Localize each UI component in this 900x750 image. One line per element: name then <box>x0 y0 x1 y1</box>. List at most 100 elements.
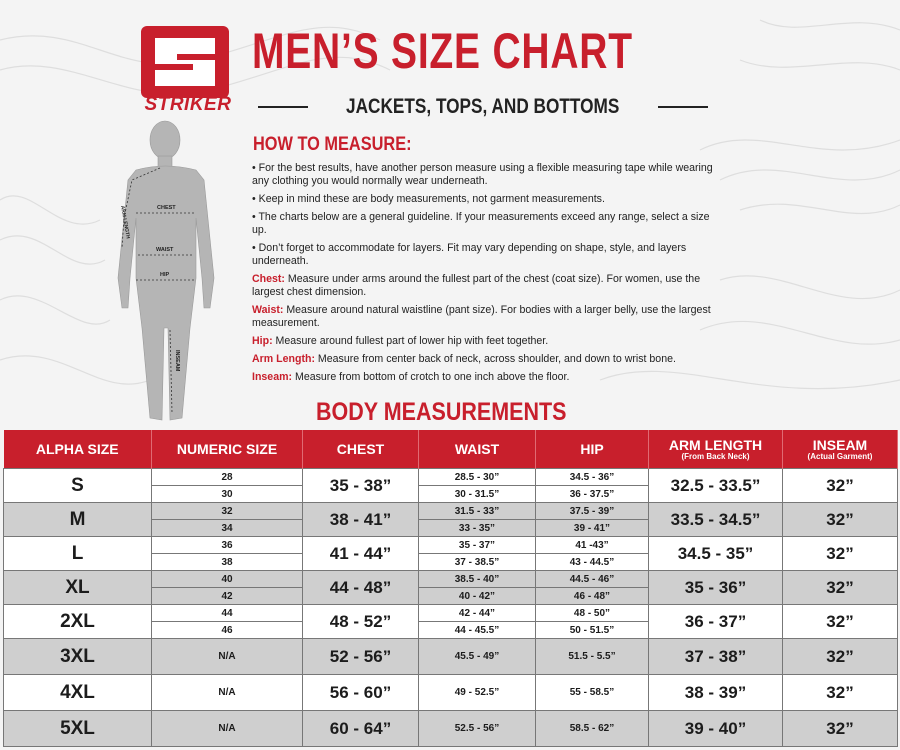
cell-alpha-size: S <box>3 468 152 503</box>
cell-chest: 52 - 56” <box>302 638 419 675</box>
table-row: S 28 35 - 38” 28.5 - 30” 34.5 - 36” 32.5… <box>3 468 898 503</box>
table-row: 46 44 - 45.5” 50 - 51.5” <box>4 621 898 639</box>
cell-numeric-size: N/A <box>151 638 303 675</box>
cell-inseam: 32” <box>782 674 898 711</box>
brand-name: STRIKER <box>144 94 232 115</box>
cell-alpha-size: XL <box>3 570 152 605</box>
cell-inseam: 32” <box>782 570 898 605</box>
header-inseam-sub: (Actual Garment) <box>807 451 873 461</box>
cell-chest: 41 - 44” <box>302 536 419 571</box>
cell-waist: 33 - 35” <box>418 519 536 537</box>
cell-numeric-size: 30 <box>151 485 303 503</box>
cell-alpha-size: L <box>3 536 152 571</box>
cell-numeric-size: 44 <box>151 604 303 622</box>
subtitle-rule-right <box>657 106 709 108</box>
cell-alpha-size: 3XL <box>3 638 152 675</box>
cell-arm-length: 37 - 38” <box>648 638 783 675</box>
definition-arm-length: Arm Length: Measure from center back of … <box>252 353 722 366</box>
cell-waist: 37 - 38.5” <box>418 553 536 571</box>
definition-label: Inseam: <box>252 371 293 383</box>
header-inseam-label: INSEAM <box>812 436 868 453</box>
definition-text: Measure around natural waistline (pant s… <box>252 304 711 329</box>
definition-label: Arm Length: <box>252 353 315 365</box>
cell-waist: 49 - 52.5” <box>418 674 536 711</box>
cell-hip: 44.5 - 46” <box>535 570 649 588</box>
table-row: 2XL 44 48 - 52” 42 - 44” 48 - 50” 36 - 3… <box>3 604 898 639</box>
table-row: 38 37 - 38.5” 43 - 44.5” <box>4 553 898 571</box>
cell-hip: 39 - 41” <box>535 519 649 537</box>
cell-numeric-size: 34 <box>151 519 303 537</box>
page-subtitle: JACKETS, TOPS, AND BOTTOMS <box>346 95 620 118</box>
cell-alpha-size: 4XL <box>3 674 152 711</box>
cell-numeric-size: 40 <box>151 570 303 588</box>
header-alpha-size: ALPHA SIZE <box>3 430 152 469</box>
cell-arm-length: 32.5 - 33.5” <box>648 468 783 503</box>
cell-hip: 36 - 37.5” <box>535 485 649 503</box>
subtitle-rule-left <box>258 106 309 108</box>
cell-arm-length: 33.5 - 34.5” <box>648 502 783 537</box>
cell-waist: 28.5 - 30” <box>418 468 536 486</box>
definition-chest: Chest: Measure under arms around the ful… <box>252 273 722 299</box>
definition-text: Measure from center back of neck, across… <box>314 353 676 365</box>
table-row: L 36 41 - 44” 35 - 37” 41 -43” 34.5 - 35… <box>3 536 898 571</box>
instruction-bullet: • Keep in mind these are body measuremen… <box>252 193 605 205</box>
size-chart-table: ALPHA SIZE NUMERIC SIZE CHEST WAIST HIP … <box>3 430 898 747</box>
cell-waist: 44 - 45.5” <box>418 621 536 639</box>
cell-numeric-size: 46 <box>151 621 303 639</box>
topographic-background <box>0 19 900 390</box>
page-title: MEN’S SIZE CHART <box>252 23 633 79</box>
figure-label-arm-length: ARM LENGTH <box>119 205 131 239</box>
cell-chest: 44 - 48” <box>302 570 419 605</box>
cell-chest: 38 - 41” <box>302 502 419 537</box>
cell-alpha-size: 5XL <box>3 710 152 747</box>
cell-hip: 55 - 58.5” <box>535 674 649 711</box>
instruction-bullet: • The charts below are a general guideli… <box>252 211 710 236</box>
definition-label: Waist: <box>252 304 284 316</box>
table-row: XL 40 44 - 48” 38.5 - 40” 44.5 - 46” 35 … <box>3 570 898 605</box>
header-arm-length-sub: (From Back Neck) <box>681 451 750 461</box>
cell-hip: 50 - 51.5” <box>535 621 649 639</box>
striker-logo <box>141 26 229 98</box>
figure-label-hip: HIP <box>160 272 170 278</box>
cell-alpha-size: M <box>3 502 152 537</box>
cell-numeric-size: 36 <box>151 536 303 554</box>
header-arm-length: ARM LENGTH (From Back Neck) <box>648 430 783 469</box>
cell-inseam: 32” <box>782 710 898 747</box>
cell-waist: 35 - 37” <box>418 536 536 554</box>
cell-waist: 45.5 - 49” <box>418 638 536 675</box>
cell-waist: 38.5 - 40” <box>418 570 536 588</box>
cell-waist: 31.5 - 33” <box>418 502 536 520</box>
cell-hip: 58.5 - 62” <box>535 710 649 747</box>
definition-inseam: Inseam: Measure from bottom of crotch to… <box>252 371 722 384</box>
cell-waist: 52.5 - 56” <box>418 710 536 747</box>
cell-arm-length: 36 - 37” <box>648 604 783 639</box>
cell-chest: 48 - 52” <box>302 604 419 639</box>
header-numeric-size: NUMERIC SIZE <box>151 430 303 469</box>
cell-hip: 41 -43” <box>535 536 649 554</box>
figure-label-inseam: INSEAM <box>174 350 180 372</box>
cell-hip: 51.5 - 5.5” <box>535 638 649 675</box>
subtitle-row: JACKETS, TOPS, AND BOTTOMS <box>258 92 709 122</box>
cell-chest: 35 - 38” <box>302 468 419 503</box>
table-row: M 32 38 - 41” 31.5 - 33” 37.5 - 39” 33.5… <box>3 502 898 537</box>
cell-hip: 46 - 48” <box>535 587 649 605</box>
table-row: 30 30 - 31.5” 36 - 37.5” <box>4 485 898 503</box>
cell-arm-length: 34.5 - 35” <box>648 536 783 571</box>
cell-arm-length: 38 - 39” <box>648 674 783 711</box>
table-header-row: ALPHA SIZE NUMERIC SIZE CHEST WAIST HIP … <box>3 430 898 469</box>
header-arm-length-label: ARM LENGTH <box>668 436 763 453</box>
table-row: 3XL N/A 52 - 56” 45.5 - 49” 51.5 - 5.5” … <box>3 638 898 675</box>
figure-label-waist: WAIST <box>156 247 174 253</box>
cell-chest: 60 - 64” <box>302 710 419 747</box>
how-to-measure-text: • For the best results, have another per… <box>252 162 722 389</box>
definition-hip: Hip: Measure around fullest part of lowe… <box>252 335 722 348</box>
definition-waist: Waist: Measure around natural waistline … <box>252 304 722 330</box>
cell-numeric-size: 42 <box>151 587 303 605</box>
cell-arm-length: 35 - 36” <box>648 570 783 605</box>
instruction-bullet: • Don’t forget to accommodate for layers… <box>252 242 687 267</box>
header-waist: WAIST <box>418 430 536 469</box>
definition-text: Measure from bottom of crotch to one inc… <box>292 371 570 383</box>
figure-label-chest: CHEST <box>157 205 176 211</box>
header-hip: HIP <box>535 430 649 469</box>
cell-inseam: 32” <box>782 604 898 639</box>
